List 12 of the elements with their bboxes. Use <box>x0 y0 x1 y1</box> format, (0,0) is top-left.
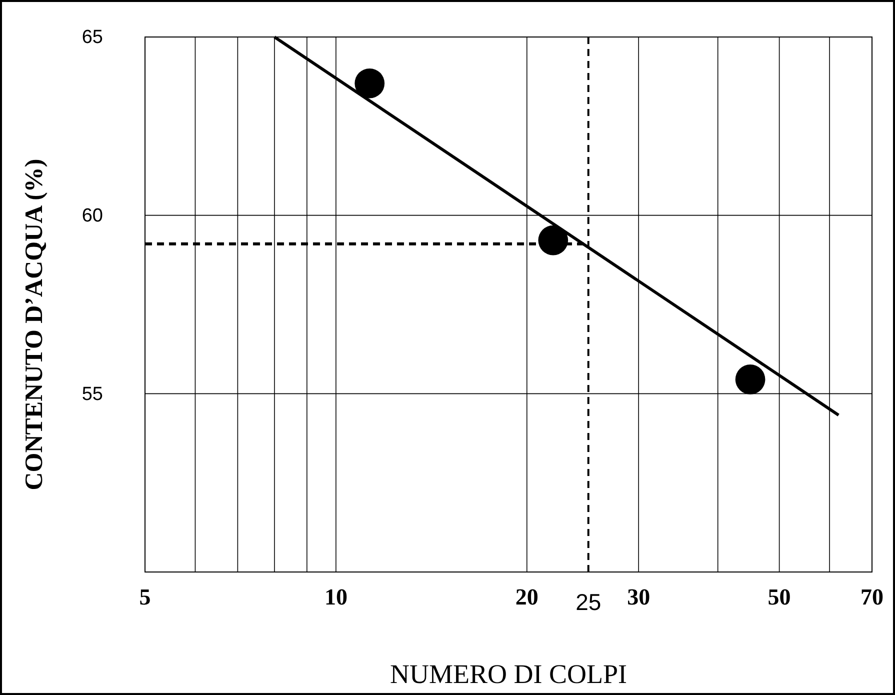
x-tick-label: 50 <box>768 584 791 610</box>
y-tick-label: 55 <box>82 384 103 405</box>
y-tick-label: 60 <box>82 205 103 226</box>
ref-line-label: 25 <box>576 589 602 615</box>
x-axis-title: NUMERO DI COLPI <box>390 659 628 689</box>
x-tick-label: 10 <box>324 584 348 610</box>
y-axis-title: CONTENUTO D’ACQUA (%) <box>21 158 48 490</box>
y-tick-label: 65 <box>82 27 103 48</box>
x-tick-label: 70 <box>860 584 884 610</box>
x-tick-label: 30 <box>627 584 650 610</box>
x-tick-label: 20 <box>515 584 538 610</box>
x-tick-label: 5 <box>139 584 151 610</box>
